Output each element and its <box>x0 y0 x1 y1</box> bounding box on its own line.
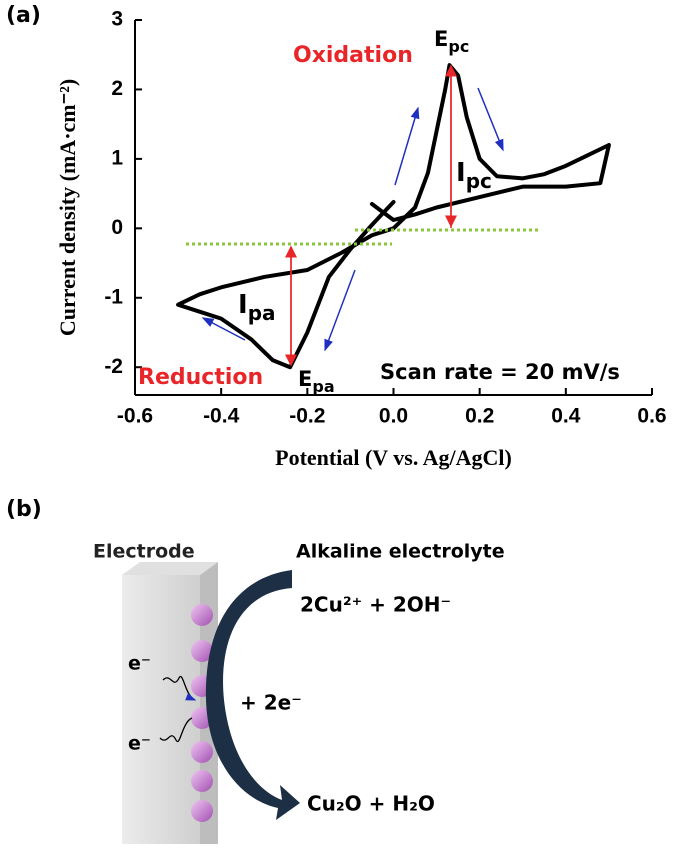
epc-label: Epc <box>434 27 469 56</box>
epc-sub: pc <box>448 37 469 56</box>
reduction-label: Reduction <box>138 365 263 390</box>
x-tick-label: 0.0 <box>379 405 408 428</box>
ipa-label: Ipa <box>238 290 276 325</box>
panel-label: (a) <box>6 3 41 28</box>
electron-path <box>159 717 193 743</box>
x-tick-label: 0.4 <box>551 405 581 428</box>
electrode-top <box>122 562 218 575</box>
scan-arrow <box>394 106 420 186</box>
oxidation-label: Oxidation <box>293 43 413 68</box>
panel-label: (b) <box>6 497 42 522</box>
electron-path <box>162 675 197 701</box>
electrode <box>122 575 200 844</box>
epa-label: Epa <box>298 367 335 396</box>
ipc-sub: pc <box>466 169 492 193</box>
electron-label: e⁻ <box>128 733 151 755</box>
y-tick-label: 3 <box>111 8 123 31</box>
epa-sub: pa <box>312 377 334 396</box>
x-tick-label: 0.6 <box>637 405 666 428</box>
y-axis-title: Current density (mA·cm⁻²) <box>55 79 80 336</box>
cv-curve <box>176 63 611 370</box>
ipc-main: I <box>456 158 466 188</box>
electrons: + 2e⁻ <box>240 691 302 715</box>
epc-main: E <box>434 27 448 51</box>
electrolyte-label: Alkaline electrolyte <box>296 541 505 563</box>
y-tick-label: 1 <box>111 146 123 169</box>
products: Cu₂O + H₂O <box>307 792 435 816</box>
x-tick-label: -0.6 <box>117 405 153 428</box>
scan-arrow <box>201 317 246 341</box>
y-tick-label: -2 <box>104 355 123 378</box>
y-tick-label: 0 <box>111 216 123 239</box>
ipa-sub: pa <box>248 301 276 325</box>
scan-rate: Scan rate = 20 mV/s <box>380 360 620 384</box>
x-axis-title: Potential (V vs. Ag/AgCl) <box>275 445 512 470</box>
electrode-label: Electrode <box>93 541 195 563</box>
epa-main: E <box>298 367 312 391</box>
electron-label: e⁻ <box>128 653 151 675</box>
x-tick-label: -0.4 <box>203 405 240 428</box>
x-tick-label: 0.2 <box>465 405 494 428</box>
y-tick-label: -1 <box>104 285 123 308</box>
ipa-main: I <box>238 290 248 320</box>
x-tick-label: -0.2 <box>289 405 325 428</box>
reactants: 2Cu²⁺ + 2OH⁻ <box>300 593 451 617</box>
reaction-arrow <box>205 570 300 820</box>
ipc-label: Ipc <box>456 158 492 193</box>
y-tick-label: 2 <box>111 77 123 100</box>
scan-arrow <box>324 269 356 352</box>
plot-area: -0.6 -0.4 -0.2 0.0 0.2 0.4 0.6 -2 -1 0 1 2 3 Potentia… <box>55 8 667 471</box>
scan-arrow <box>477 87 504 152</box>
